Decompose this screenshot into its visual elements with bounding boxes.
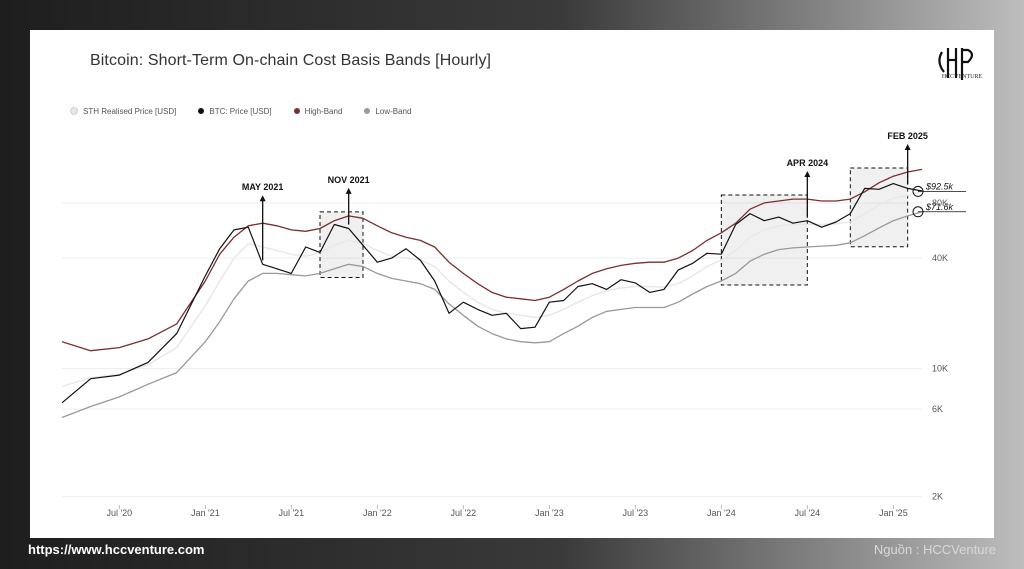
chart-plot: MAY 2021 NOV 2021 APR 2024 FEB 2025 $92.5k $7… (61, 131, 966, 518)
legend-swatch-sth (70, 107, 78, 115)
legend-label-high-band: High-Band (304, 106, 343, 116)
annotation-arrowhead (345, 187, 352, 194)
x-axis: Jul '20 Jan '21 Jul '21 Jan '22 Jul '22 Jan '… (106, 505, 908, 518)
series-line-low-band (61, 211, 923, 419)
chart-title: Bitcoin: Short-Term On-chain Cost Basis … (90, 52, 492, 69)
series-lines (61, 168, 923, 419)
legend-swatch-low-band (364, 108, 371, 114)
chart-grid (62, 202, 922, 498)
x-tick-label: Jan '23 (535, 508, 564, 518)
legend-swatch-btc (198, 108, 205, 114)
footer-website-url[interactable]: https://www.hccventure.com (28, 542, 205, 557)
x-tick-label: Jan '24 (707, 508, 736, 518)
chart-card: Bitcoin: Short-Term On-chain Cost Basis … (30, 30, 994, 538)
logo-caption: HCCVENTURE (941, 74, 983, 80)
highlight-box (720, 194, 808, 286)
x-tick-label: Jul '21 (278, 508, 304, 518)
highlight-box (849, 167, 909, 248)
x-tick-label: Jan '21 (191, 508, 220, 518)
series-line-sth-realised-price-usd (61, 190, 923, 388)
annotation-label: FEB 2025 (887, 131, 928, 141)
legend-swatch-high-band (293, 108, 300, 114)
chart-annotations: MAY 2021 NOV 2021 APR 2024 FEB 2025 $92.5k $7… (242, 131, 966, 261)
x-tick-label: Jul '22 (450, 508, 476, 518)
annotation-label: MAY 2021 (242, 182, 284, 192)
y-tick-label: 6K (932, 404, 943, 414)
footer-source: Nguồn : HCCVenture (873, 542, 996, 557)
y-tick-label: 2K (932, 492, 943, 502)
y-axis: 2K 6K 10K 40K 80K (932, 198, 948, 502)
x-tick-label: Jul '23 (622, 508, 648, 518)
legend-label-sth: STH Realised Price [USD] (83, 106, 177, 116)
y-tick-label: 40K (932, 253, 948, 263)
value-marker-label: $71.6k (925, 202, 954, 212)
series-line-btc-price-usd (61, 183, 923, 404)
highlight-box (319, 211, 364, 278)
legend-label-low-band: Low-Band (375, 106, 412, 116)
legend-item-high-band: High-Band (293, 106, 343, 116)
legend-item-sth: STH Realised Price [USD] (70, 107, 176, 116)
series-line-high-band (61, 168, 923, 352)
legend-item-low-band: Low-Band (364, 107, 411, 116)
y-tick-label: 80K (932, 198, 948, 208)
annotation-arrowhead (904, 144, 911, 151)
y-tick-label: 10K (932, 363, 948, 373)
legend-item-btc: BTC: Price [USD] (198, 106, 272, 116)
annotation-label: NOV 2021 (328, 175, 370, 185)
highlight-boxes (319, 167, 909, 286)
x-tick-label: Jul '24 (794, 508, 820, 518)
annotation-arrowhead (804, 171, 811, 178)
x-tick-label: Jan '22 (363, 508, 392, 518)
annotation-arrowhead (259, 195, 266, 202)
chart-legend: STH Realised Price [USD] BTC: Price [USD… (70, 104, 411, 118)
x-tick-label: Jul '20 (106, 508, 132, 518)
hccventure-logo (938, 48, 974, 80)
x-tick-label: Jan '25 (879, 508, 908, 518)
value-marker-label: $92.5k (925, 181, 954, 191)
annotation-label: APR 2024 (787, 158, 829, 168)
legend-label-btc: BTC: Price [USD] (209, 106, 272, 116)
